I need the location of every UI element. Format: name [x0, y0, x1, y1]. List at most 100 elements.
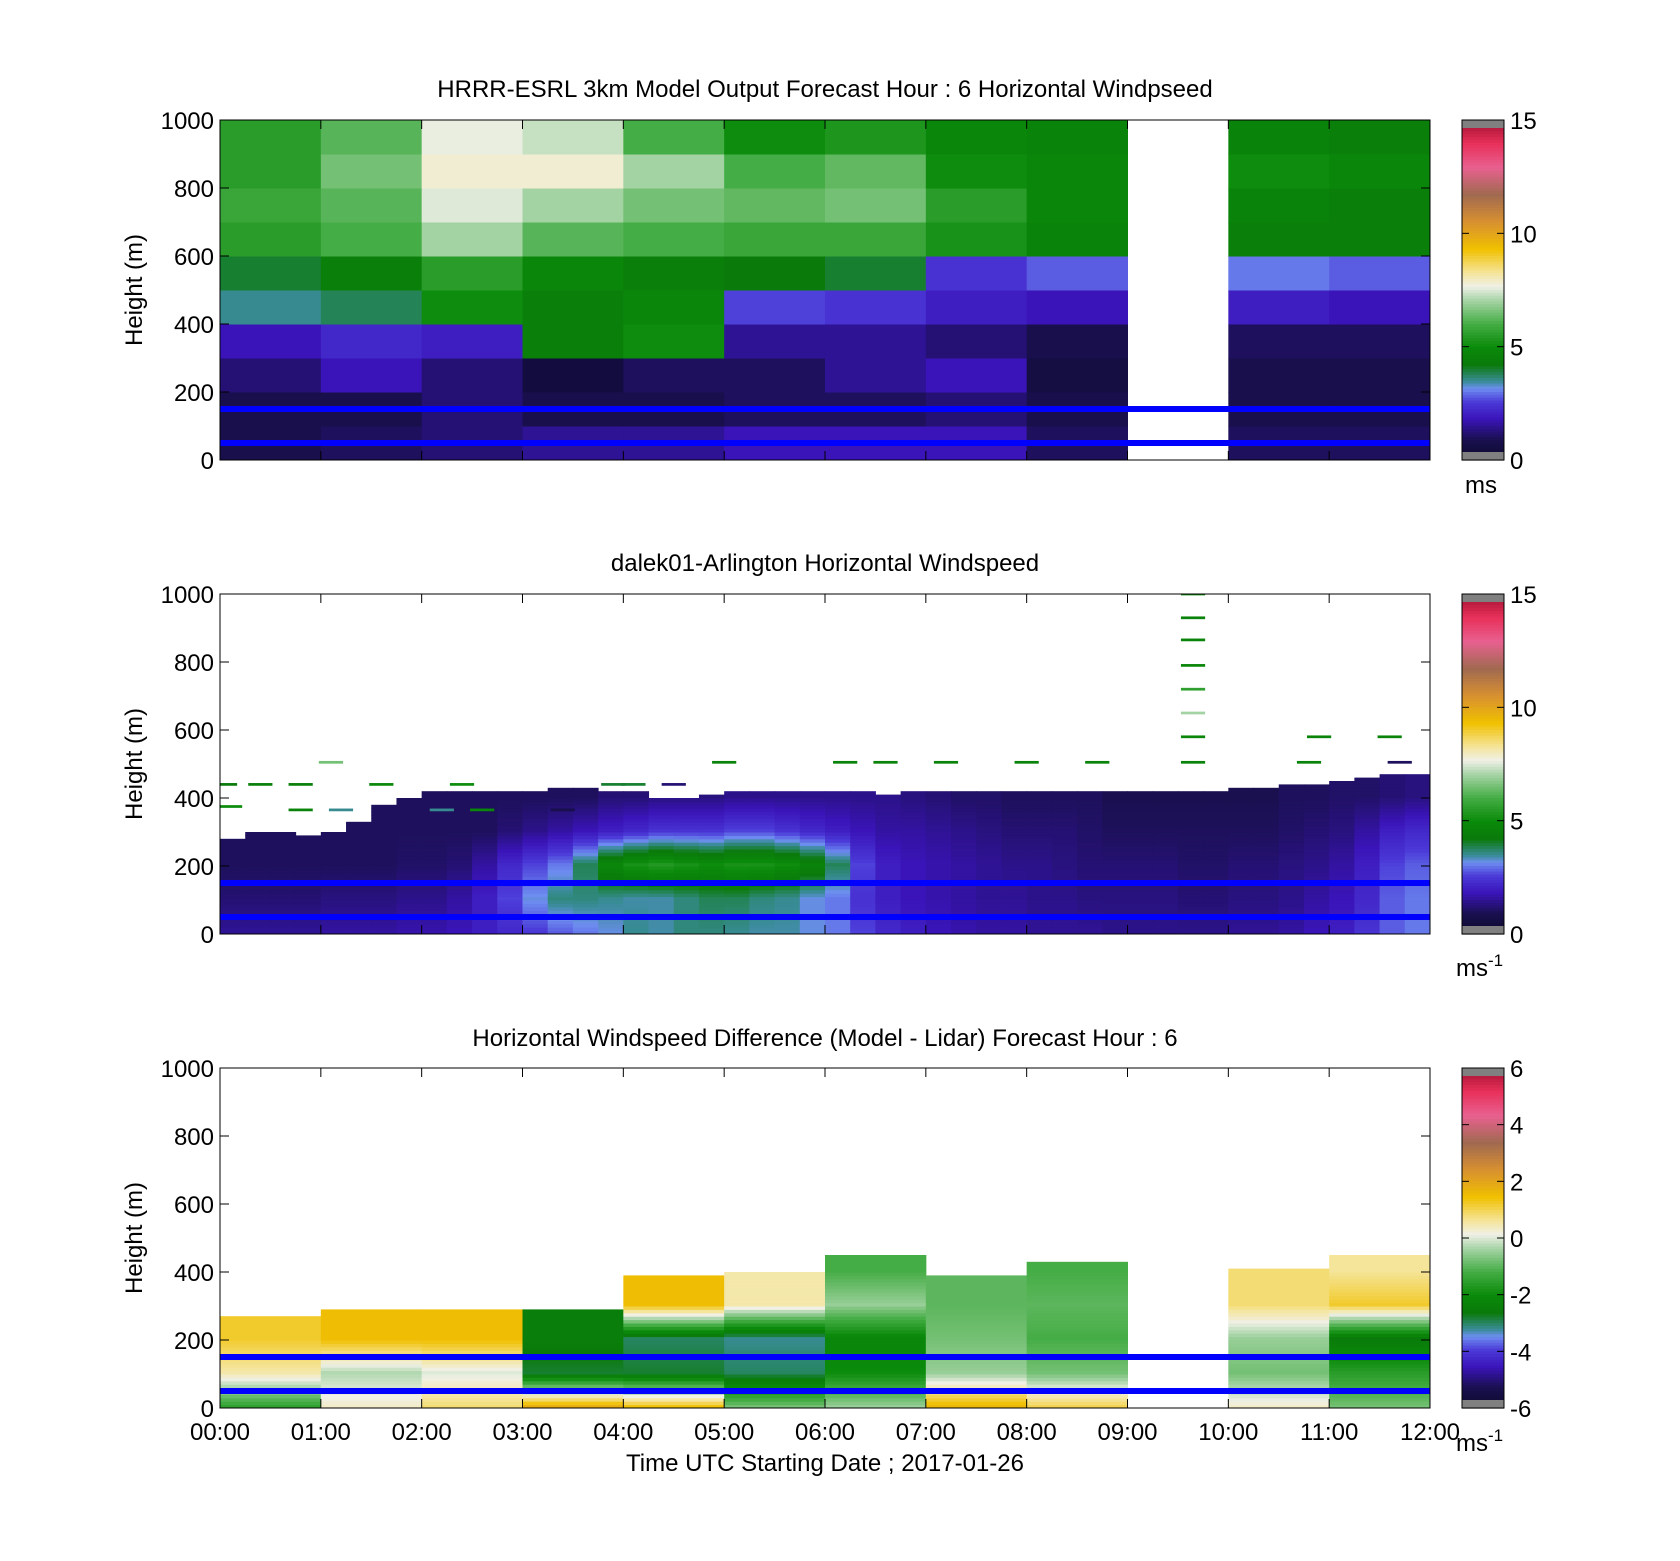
heatmap-cell	[346, 896, 372, 901]
colorbar-segment	[1462, 156, 1504, 161]
heatmap-cell	[623, 1302, 725, 1307]
heatmap-cell	[1203, 923, 1229, 928]
heatmap-cell	[1278, 906, 1305, 911]
heatmap-cell	[1102, 910, 1128, 915]
heatmap-cell	[900, 859, 927, 864]
heatmap-cell	[976, 818, 1002, 823]
heatmap-cell	[825, 1309, 927, 1314]
colorbar-segment	[1462, 693, 1504, 697]
heatmap-cell	[220, 1401, 322, 1406]
heatmap-cell	[925, 1299, 1028, 1304]
heatmap-cell	[522, 893, 549, 898]
heatmap-cell	[1127, 811, 1154, 816]
heatmap-cell	[446, 866, 473, 870]
heatmap-cell	[1152, 808, 1179, 813]
heatmap-cell	[1051, 808, 1078, 813]
heatmap-cell	[371, 886, 397, 891]
heatmap-cell	[572, 900, 599, 904]
heatmap-cell	[925, 1326, 1028, 1331]
heatmap-cell	[1303, 815, 1330, 819]
heatmap-cell	[850, 923, 876, 928]
colorbar-segment	[1462, 1306, 1504, 1310]
heatmap-cell	[623, 1370, 725, 1375]
heatmap-cell	[1253, 801, 1280, 806]
heatmap-cell	[1329, 120, 1430, 155]
colorbar-segment	[1462, 196, 1504, 200]
heatmap-cell	[1329, 876, 1355, 881]
heatmap-cell	[673, 818, 700, 823]
colorbar-segment	[1462, 866, 1504, 870]
heatmap-cell	[598, 828, 624, 833]
heatmap-cell	[497, 920, 523, 925]
heatmap-cell	[472, 832, 498, 836]
heatmap-cell	[724, 1282, 826, 1287]
heatmap-cell	[1203, 886, 1229, 891]
heatmap-cell	[497, 862, 523, 867]
heatmap-cell	[825, 927, 851, 932]
heatmap-cell	[749, 859, 776, 864]
heatmap-cell	[245, 896, 271, 901]
heatmap-cell	[346, 876, 372, 881]
heatmap-cell	[749, 804, 776, 809]
heatmap-cell	[925, 1319, 1028, 1324]
heatmap-cell	[724, 859, 750, 864]
heatmap-cell	[1026, 188, 1128, 223]
heatmap-cell	[1152, 828, 1179, 833]
heatmap-cell	[1127, 893, 1154, 898]
heatmap-cell	[1303, 862, 1330, 867]
heatmap-cell	[245, 838, 271, 843]
heatmap-cell	[472, 927, 498, 932]
heatmap-cell	[1026, 808, 1053, 813]
heatmap-cell	[1329, 1285, 1430, 1290]
heatmap-cell	[1001, 808, 1028, 813]
heatmap-cell	[1379, 859, 1406, 864]
heatmap-cell	[497, 845, 523, 850]
heatmap-cell	[295, 896, 322, 901]
heatmap-cell	[1177, 906, 1204, 911]
heatmap-cell	[724, 1346, 826, 1351]
heatmap-cell	[875, 876, 902, 881]
heatmap-cell	[421, 1401, 523, 1406]
heatmap-cell	[598, 835, 624, 840]
heatmap-cell	[220, 1323, 322, 1327]
heatmap-cell	[320, 893, 347, 898]
heatmap-cell	[648, 801, 675, 806]
heatmap-cells	[220, 1255, 1430, 1408]
heatmap-cell	[1303, 893, 1330, 898]
colorbar-segment	[1462, 394, 1504, 399]
heatmap-cell	[598, 923, 624, 928]
heatmap-cell	[698, 876, 725, 881]
heatmap-cell	[1051, 821, 1078, 826]
heatmap-cell	[925, 886, 952, 891]
heatmap-cell	[396, 869, 423, 874]
heatmap-cell	[724, 1374, 826, 1378]
heatmap-cell	[245, 906, 271, 911]
heatmap-cell	[1379, 876, 1406, 881]
heatmap-cell	[673, 798, 700, 802]
heatmap-cell	[1026, 1295, 1128, 1300]
heatmap-cell	[220, 852, 246, 857]
heatmap-cell	[421, 920, 448, 925]
heatmap-cell	[623, 1306, 725, 1310]
colorbar-segment	[1462, 897, 1504, 901]
heatmap-cell	[623, 1312, 725, 1317]
heatmap-cell	[1102, 808, 1128, 813]
colorbar-segment	[1462, 1263, 1504, 1267]
heatmap-cell	[421, 794, 448, 799]
heatmap-cell	[799, 910, 826, 915]
heatmap-cell	[346, 825, 372, 830]
heatmap-cell	[1001, 900, 1028, 904]
heatmap-cell	[472, 900, 498, 904]
heatmap-cell	[951, 842, 977, 847]
heatmap-cell	[1203, 811, 1229, 816]
heatmap-cell	[1303, 808, 1330, 813]
heatmap-cell	[1102, 930, 1128, 934]
heatmap-cell	[472, 815, 498, 819]
heatmap-cell	[1228, 1377, 1330, 1382]
heatmap-cell	[1127, 798, 1154, 802]
colorbar-cap	[1462, 1400, 1504, 1408]
heatmap-cell	[925, 1309, 1028, 1314]
heatmap-cell	[547, 893, 574, 898]
colorbar-segment	[1462, 270, 1504, 274]
heatmap-cell	[1228, 923, 1255, 928]
